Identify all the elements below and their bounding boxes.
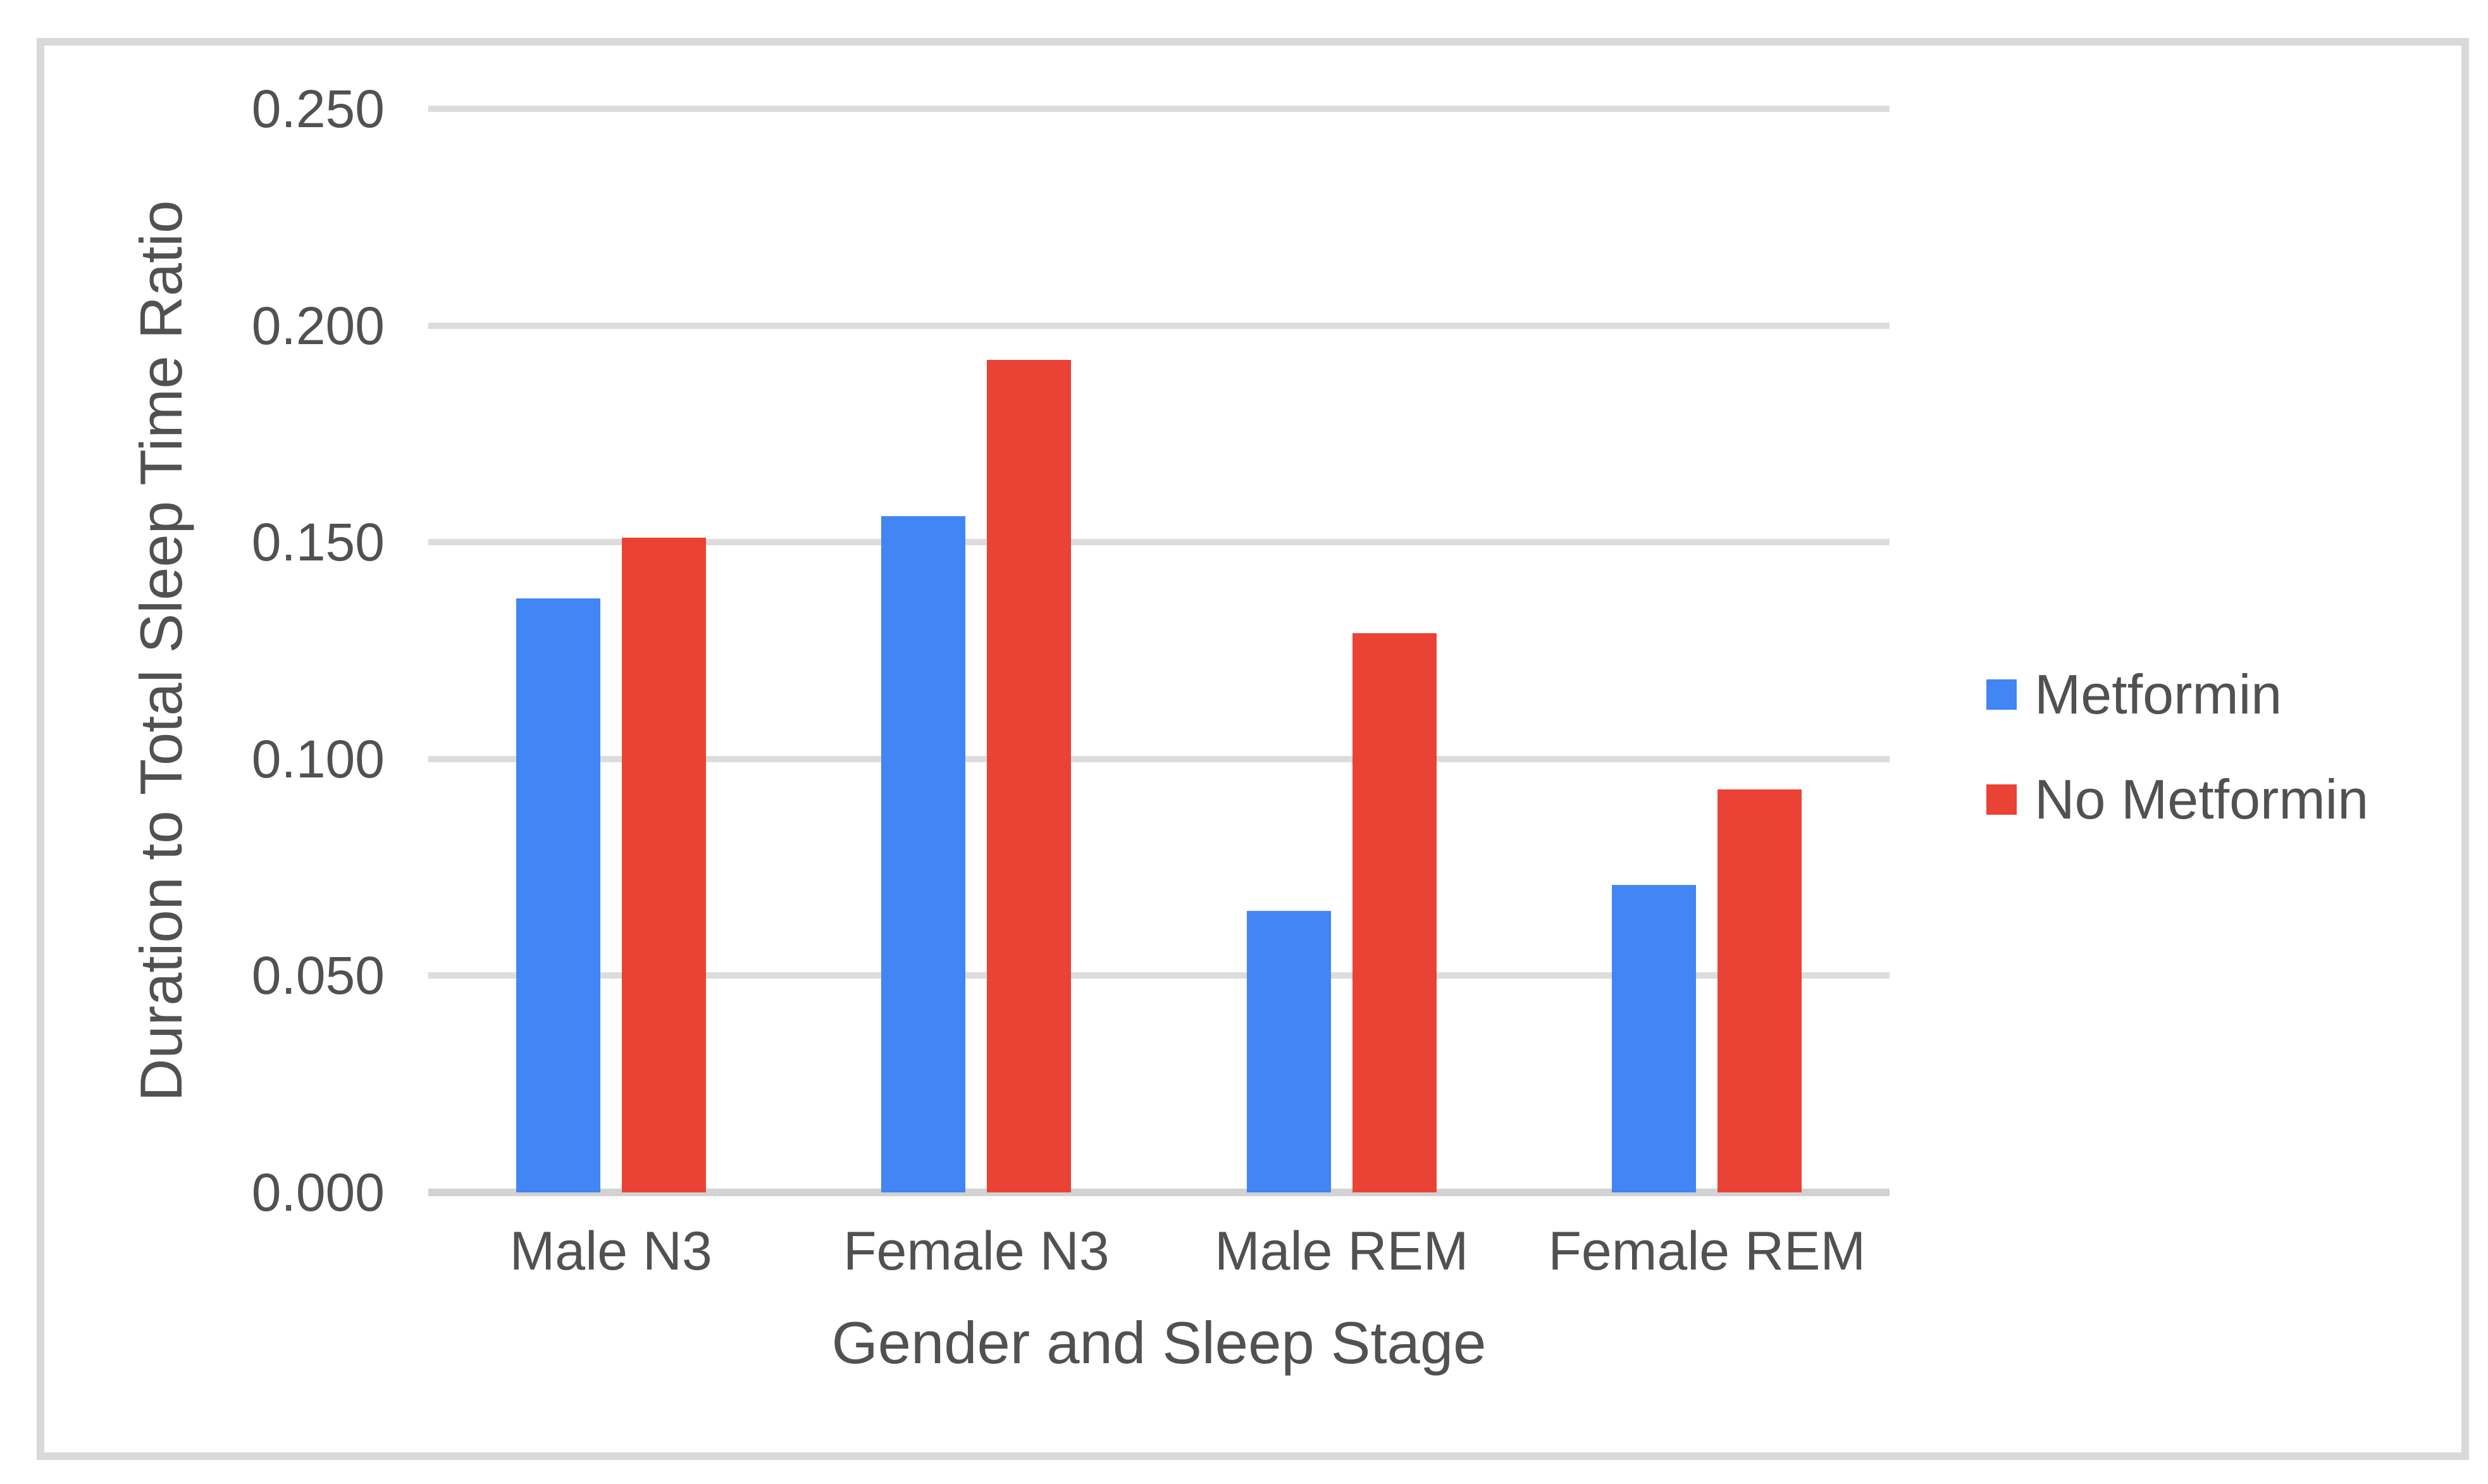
chart-frame-border bbox=[37, 38, 2469, 1460]
gridline bbox=[428, 106, 1890, 112]
y-axis-tick-label: 0.100 bbox=[251, 729, 385, 789]
bar-metformin-female-rem bbox=[1612, 884, 1697, 1192]
legend-label: Metformin bbox=[2034, 663, 2282, 726]
x-axis-baseline bbox=[428, 1189, 1890, 1196]
bar-metformin-male-n3 bbox=[516, 598, 600, 1192]
legend-swatch-icon bbox=[1986, 679, 2017, 710]
x-axis-category-label: Male REM bbox=[1215, 1221, 1469, 1282]
y-axis-tick-label: 0.000 bbox=[251, 1163, 385, 1222]
legend-label: No Metformin bbox=[2034, 768, 2369, 831]
x-axis-category-label: Female REM bbox=[1548, 1221, 1866, 1282]
bar-no-metformin-female-n3 bbox=[987, 360, 1072, 1192]
y-axis-title: Duration to Total Sleep Time Ratio bbox=[128, 200, 194, 1102]
gridline bbox=[428, 972, 1890, 979]
bar-no-metformin-male-n3 bbox=[621, 538, 706, 1192]
gridline bbox=[428, 539, 1890, 546]
bar-metformin-female-n3 bbox=[881, 516, 966, 1192]
y-axis-tick-label: 0.150 bbox=[251, 512, 385, 572]
legend-item-no-metformin: No Metformin bbox=[1986, 768, 2368, 831]
plot-area bbox=[428, 106, 1890, 1196]
bar-no-metformin-male-rem bbox=[1352, 633, 1437, 1192]
bar-metformin-male-rem bbox=[1246, 910, 1331, 1192]
bar-no-metformin-female-rem bbox=[1717, 789, 1802, 1192]
legend-item-metformin: Metformin bbox=[1986, 663, 2282, 726]
x-axis-category-label: Female N3 bbox=[843, 1221, 1110, 1282]
x-axis-title: Gender and Sleep Stage bbox=[831, 1309, 1487, 1376]
gridline bbox=[428, 322, 1890, 329]
y-axis-tick-label: 0.050 bbox=[251, 946, 385, 1006]
gridline bbox=[428, 755, 1890, 762]
legend-swatch-icon bbox=[1986, 784, 2017, 815]
x-axis-category-label: Male N3 bbox=[509, 1221, 712, 1282]
y-axis-tick-label: 0.200 bbox=[251, 295, 385, 356]
y-axis-tick-label: 0.250 bbox=[251, 79, 385, 139]
